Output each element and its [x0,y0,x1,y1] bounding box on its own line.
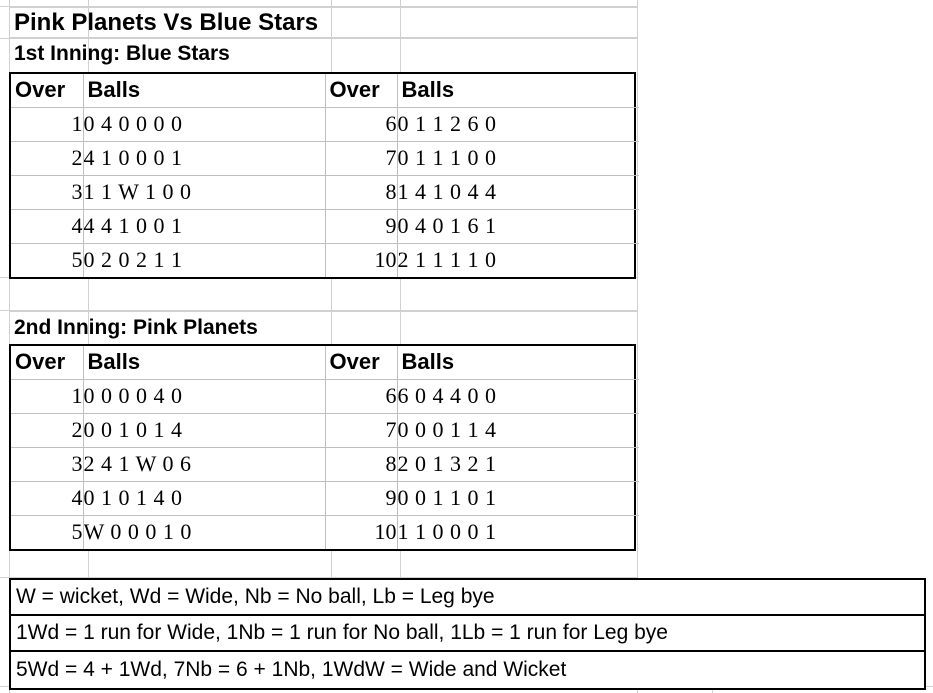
balls-detail: 0 1 0 1 4 0 [82,480,326,516]
table-row: 3 2 4 1 W 0 6 8 2 0 1 3 2 1 [11,446,639,482]
column-header-balls-right: Balls [396,346,639,380]
table-row: 5 0 2 0 2 1 1 10 2 1 1 1 1 0 [11,242,639,277]
over-number: 1 [11,378,84,414]
column-header-over-right: Over [324,74,398,108]
table-row: 2 0 0 1 0 1 4 7 0 0 0 1 1 4 [11,412,639,448]
table-row: 2 4 1 0 0 0 1 7 0 1 1 1 0 0 [11,140,639,176]
balls-detail: 2 1 1 1 1 0 [396,242,639,277]
balls-detail: 2 0 1 3 2 1 [396,446,639,482]
over-number: 9 [324,480,398,516]
inning-2-table: Over Balls Over Balls 1 0 0 0 0 4 0 6 6 … [9,344,639,551]
balls-detail: 2 4 1 W 0 6 [82,446,326,482]
over-number: 8 [324,446,398,482]
balls-detail: 0 4 0 1 6 1 [396,208,639,244]
over-number: 9 [324,208,398,244]
over-number: 3 [11,446,84,482]
over-number: 4 [11,480,84,516]
table-row: 3 1 1 W 1 0 0 8 1 4 1 0 4 4 [11,174,639,210]
balls-detail: 0 0 1 1 0 1 [396,480,639,516]
over-number: 2 [11,140,84,176]
balls-detail: 0 0 0 0 4 0 [82,378,326,414]
balls-detail: 0 2 0 2 1 1 [82,242,326,277]
over-number: 2 [11,412,84,448]
inning-1-heading: 1st Inning: Blue Stars [9,38,637,69]
balls-detail: 4 1 0 0 0 1 [82,140,326,176]
balls-detail: 4 4 1 0 0 1 [82,208,326,244]
legend-line-abbreviations: W = wicket, Wd = Wide, Nb = No ball, Lb … [11,580,924,616]
over-number: 3 [11,174,84,210]
column-header-over-left: Over [11,74,84,108]
table-row: 4 4 4 1 0 0 1 9 0 4 0 1 6 1 [11,208,639,244]
column-header-balls-left: Balls [82,346,326,380]
legend-line-combined-extras: 5Wd = 4 + 1Wd, 7Nb = 6 + 1Nb, 1WdW = Wid… [16,658,567,681]
balls-detail: 1 4 1 0 4 4 [396,174,639,210]
over-number: 7 [324,412,398,448]
page-title: Pink Planets Vs Blue Stars [9,7,637,38]
balls-detail: 1 1 W 1 0 0 [82,174,326,210]
balls-detail: 0 0 1 0 1 4 [82,412,326,448]
table-row: 4 0 1 0 1 4 0 9 0 0 1 1 0 1 [11,480,639,516]
over-number: 4 [11,208,84,244]
table-row: 5 W 0 0 0 1 0 10 1 1 0 0 0 1 [11,514,639,549]
over-number: 6 [324,106,398,142]
over-number: 6 [324,378,398,414]
column-header-balls-left: Balls [82,74,326,108]
balls-detail: W 0 0 0 1 0 [82,514,326,549]
legend-box: W = wicket, Wd = Wide, Nb = No ball, Lb … [9,578,926,690]
balls-detail: 1 1 0 0 0 1 [396,514,639,549]
legend-line-one-run-extras: 1Wd = 1 run for Wide, 1Nb = 1 run for No… [11,616,924,652]
over-number: 5 [11,242,84,277]
column-header-balls-right: Balls [396,74,639,108]
balls-detail: 0 1 1 2 6 0 [396,106,639,142]
column-header-over-left: Over [11,346,84,380]
column-header-over-right: Over [324,346,398,380]
table-row: 1 0 4 0 0 0 0 6 0 1 1 2 6 0 [11,106,639,142]
inning-1-table: Over Balls Over Balls 1 0 4 0 0 0 0 6 0 … [9,72,639,279]
over-number: 1 [11,106,84,142]
balls-detail: 0 4 0 0 0 0 [82,106,326,142]
table-row: 1 0 0 0 0 4 0 6 6 0 4 4 0 0 [11,378,639,414]
balls-detail: 0 0 0 1 1 4 [396,412,639,448]
table-header-row: Over Balls Over Balls [11,74,639,108]
balls-detail: 0 1 1 1 0 0 [396,140,639,176]
over-number: 5 [11,514,84,549]
inning-2-heading: 2nd Inning: Pink Planets [9,311,637,344]
over-number: 8 [324,174,398,210]
over-number: 10 [324,242,398,277]
over-number: 7 [324,140,398,176]
balls-detail: 6 0 4 4 0 0 [396,378,639,414]
table-header-row: Over Balls Over Balls [11,346,639,380]
over-number: 10 [324,514,398,549]
